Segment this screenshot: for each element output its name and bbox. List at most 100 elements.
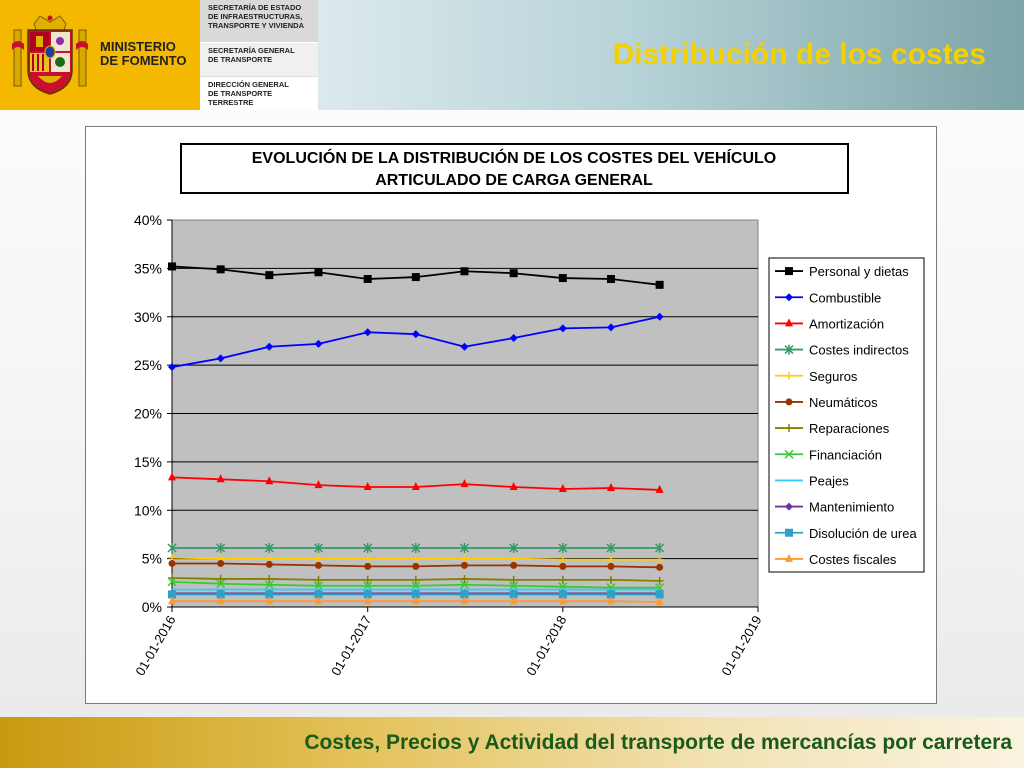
data-point [509,596,518,605]
legend-item: Seguros [775,369,858,384]
data-point [411,542,421,553]
legend-box [768,257,925,573]
data-point [606,575,615,584]
y-tick-label: 40% [134,212,162,228]
data-point [363,581,373,591]
data-point [606,275,615,284]
legend-label: Peajes [809,473,849,488]
slide-footer: Costes, Precios y Actividad del transpor… [0,717,1024,768]
data-point [785,502,793,511]
legend-item: Neumáticos [775,395,878,410]
y-tick-label: 25% [134,357,162,373]
data-point [460,596,469,605]
legend-item: Mantenimiento [775,500,894,515]
data-point [558,542,568,553]
data-point [655,484,664,493]
data-point [265,560,273,568]
unit-secretaria-estado: SECRETARÍA DE ESTADO DE INFRAESTRUCTURAS… [200,0,318,42]
data-point [558,596,567,605]
unit-direccion-general: DIRECCIÓN GENERAL DE TRANSPORTE TERRESTR… [200,76,318,110]
data-point [655,312,664,321]
ministry-logo-block: MINISTERIO DE FOMENTO [0,0,200,110]
data-point [460,479,469,488]
data-point [168,262,176,271]
data-point [363,575,372,584]
data-point [265,271,274,280]
data-point [168,573,176,582]
data-point [411,554,420,563]
data-point [509,334,518,343]
legend-label: Seguros [809,369,858,384]
data-point [216,265,225,274]
data-point [168,472,176,481]
data-point [607,562,615,570]
data-point [168,590,176,599]
legend-item: Reparaciones [775,421,890,436]
data-point [217,559,225,567]
data-point [216,354,225,363]
data-point [265,590,274,599]
legend-label: Costes fiscales [809,552,897,567]
series-reparaciones [168,573,664,585]
data-point [606,323,615,332]
legend-item: Costes fiscales [775,552,897,567]
legend-label: Disolución de urea [809,526,917,541]
data-point [264,542,274,553]
legend-label: Personal y dietas [809,264,909,279]
data-point [167,542,177,553]
legend-label: Reparaciones [809,421,890,436]
data-point [785,371,793,380]
data-point [216,579,226,589]
data-point [364,562,372,570]
data-point [655,590,664,599]
data-point [509,590,518,599]
data-point [510,561,518,569]
coat-of-arms-icon [12,15,88,95]
data-point [411,581,421,591]
data-point [411,330,420,339]
data-point [509,482,518,491]
data-point [314,480,323,489]
data-point [559,562,567,570]
data-point [363,482,372,491]
data-point [313,542,324,553]
data-point [314,590,323,599]
legend-label: Neumáticos [809,395,878,410]
data-point [265,342,274,351]
data-point [313,581,324,591]
data-point [460,574,469,583]
data-point [606,555,615,564]
data-point [655,542,665,553]
data-point [459,580,469,590]
legend-label: Combustible [809,290,881,305]
legend-item: Combustible [775,290,881,305]
legend-label: Amortización [809,316,884,331]
data-point [411,590,420,599]
data-point [315,561,322,569]
y-tick-label: 15% [134,454,162,470]
legend-label: Mantenimiento [809,500,894,515]
series-amortizaci-n [168,472,664,493]
series-financiaci-n [167,577,665,593]
slide-header: MINISTERIO DE FOMENTO SECRETARÍA DE ESTA… [0,0,1024,110]
data-point [168,363,176,372]
series-personal-y-dietas [168,262,664,289]
data-point [411,273,420,282]
data-point [314,268,323,277]
data-point [784,449,794,459]
data-point [216,590,225,599]
series-seguros [168,553,664,564]
data-point [558,274,567,283]
data-point [785,424,793,433]
x-tick-label: 01-01-2018 [523,613,569,678]
data-point [785,398,793,406]
data-point [363,590,372,599]
data-point [460,342,469,351]
data-point [656,563,664,571]
data-point [655,280,664,289]
data-point [655,576,664,585]
data-point [784,344,794,355]
data-point [265,596,274,605]
data-point [606,596,615,605]
data-point [558,324,567,333]
